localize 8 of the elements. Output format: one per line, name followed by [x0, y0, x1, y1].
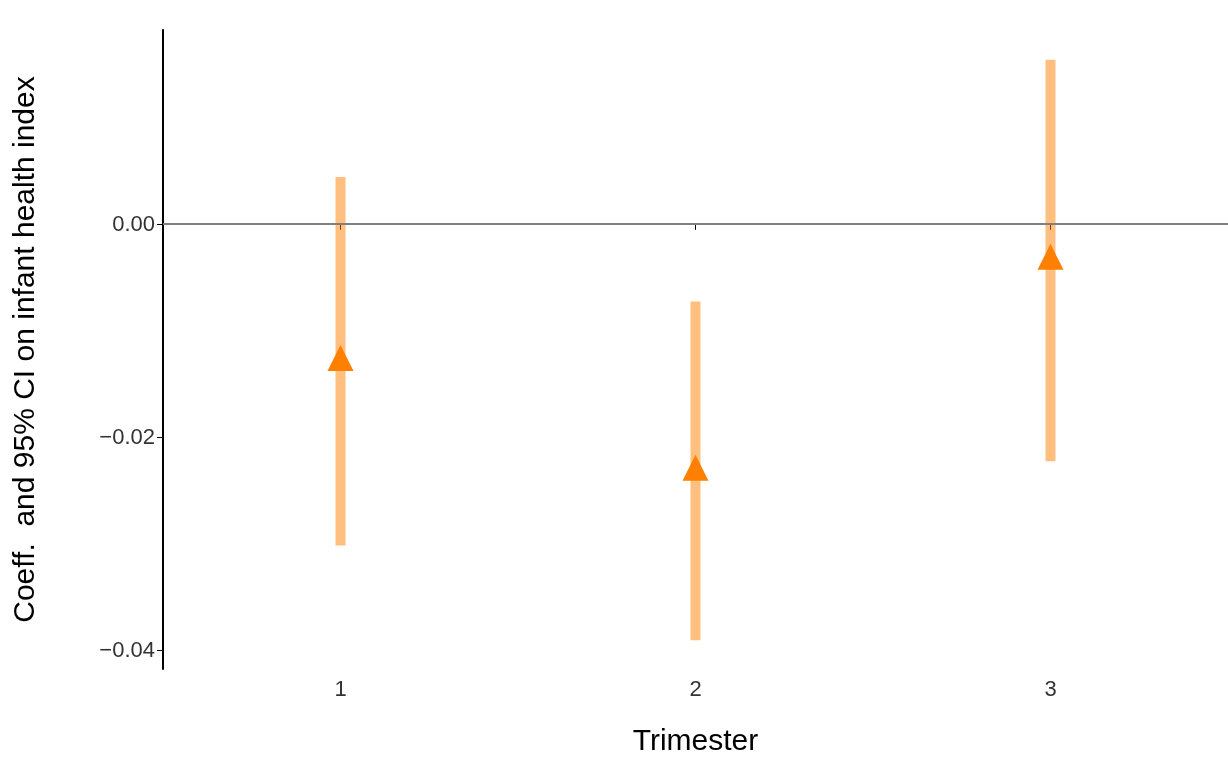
y-tick-label: 0.00 [112, 211, 155, 237]
y-tick-label: −0.04 [99, 637, 155, 663]
x-tick-label: 3 [1044, 675, 1057, 701]
x-tick-label: 2 [689, 675, 702, 701]
x-tick-label: 1 [334, 675, 347, 701]
x-axis-title: Trimester [632, 722, 759, 756]
y-tick-label: −0.02 [99, 424, 155, 450]
y-axis-title: Coeff. and 95% CI on infant health index [6, 76, 40, 623]
